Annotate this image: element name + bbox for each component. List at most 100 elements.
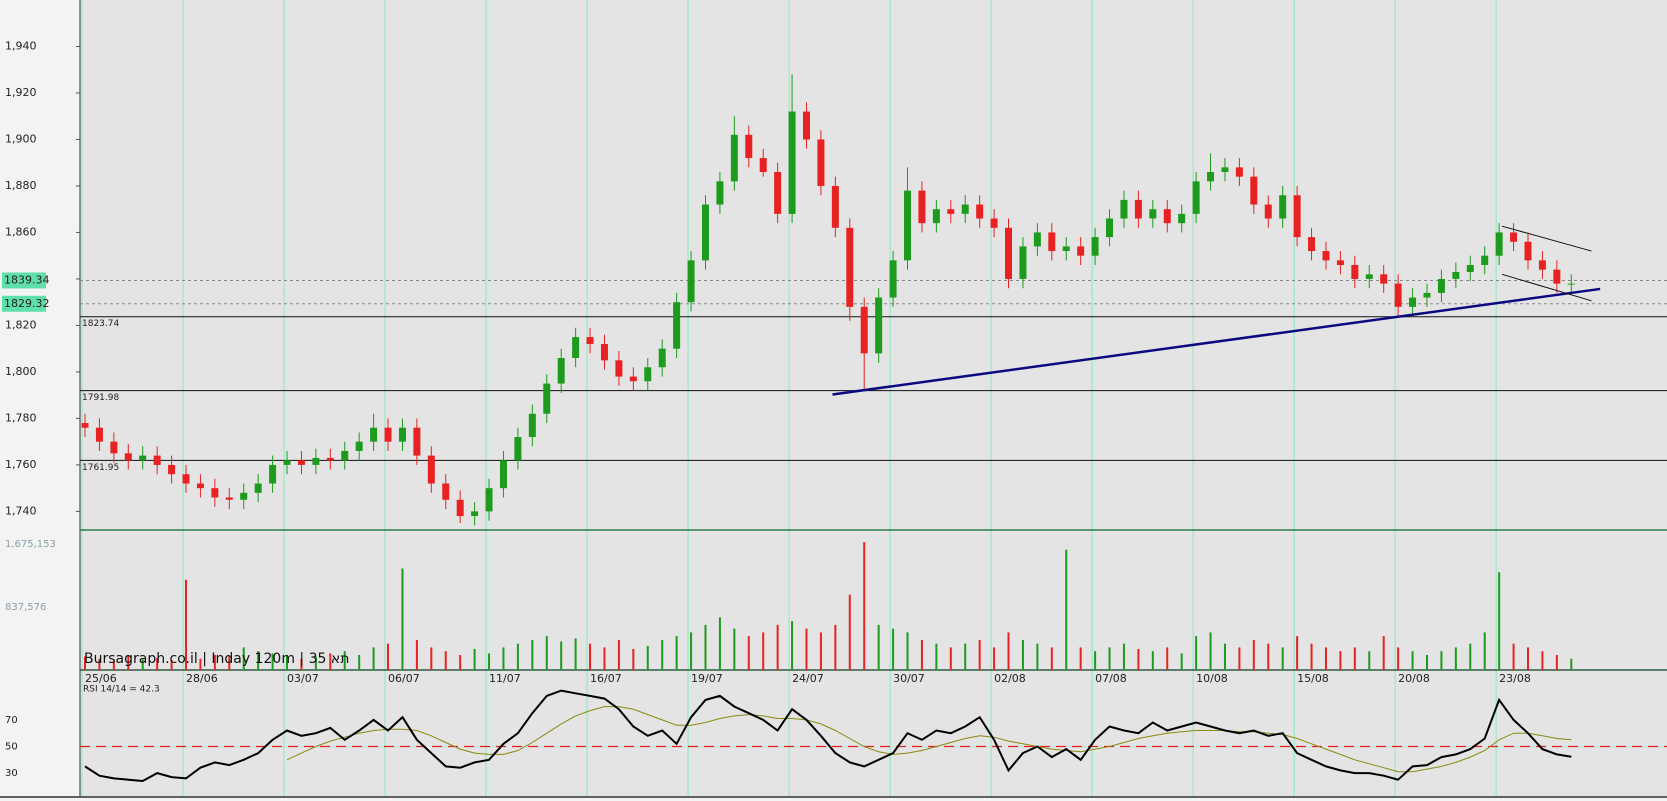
- volume-bar: [906, 632, 909, 670]
- volume-bar: [156, 657, 159, 670]
- price-marker-label: 1829.32: [4, 297, 50, 310]
- candle-body: [485, 488, 493, 512]
- candle-body: [1322, 251, 1330, 261]
- volume-bar: [718, 617, 721, 670]
- volume-bar: [834, 624, 837, 670]
- volume-bar: [286, 654, 289, 670]
- candle-body: [860, 306, 868, 354]
- volume-bar: [199, 658, 202, 670]
- candle-body: [355, 441, 363, 451]
- candle-body: [1394, 283, 1402, 307]
- volume-bar: [1065, 549, 1068, 670]
- candle-body: [1437, 278, 1445, 293]
- volume-bar: [127, 654, 130, 670]
- candle-body: [687, 260, 695, 303]
- volume-bar: [704, 624, 707, 670]
- candle-body: [1149, 209, 1157, 219]
- candle-body: [168, 464, 176, 475]
- volume-bar: [978, 639, 981, 670]
- candle-body: [384, 427, 392, 442]
- volume-bar: [1079, 647, 1082, 670]
- volume-bar: [1440, 651, 1443, 670]
- candle-body: [269, 464, 277, 484]
- volume-bar: [1223, 643, 1226, 670]
- volume-bar: [1512, 643, 1515, 670]
- volume-bar: [358, 654, 361, 670]
- volume-bar: [343, 651, 346, 670]
- candle-body: [1409, 297, 1417, 307]
- volume-bar: [228, 656, 231, 670]
- candle-body: [153, 455, 161, 465]
- volume-bar: [84, 656, 86, 670]
- volume-bar: [459, 654, 462, 670]
- volume-bar: [675, 636, 678, 670]
- volume-bar: [1469, 643, 1472, 670]
- candle-body: [1264, 204, 1272, 219]
- price-marker-badge: [2, 295, 46, 312]
- y-tick-label: 1,860: [5, 225, 37, 238]
- volume-bar: [661, 639, 664, 670]
- volume-bar: [574, 638, 577, 670]
- volume-bar: [473, 648, 476, 670]
- volume-bar: [1454, 647, 1457, 670]
- volume-bar: [892, 628, 895, 670]
- x-tick-label: 02/08: [994, 672, 1026, 685]
- y-tick-label: 1,820: [5, 318, 37, 331]
- candle-body: [644, 367, 652, 382]
- candle-body: [1106, 218, 1114, 238]
- volume-bar: [848, 594, 851, 670]
- volume-bar: [242, 647, 245, 670]
- candle-body: [1524, 241, 1532, 261]
- rsi-tick-label: 30: [5, 768, 18, 779]
- volume-bar: [141, 659, 144, 670]
- x-tick-label: 11/07: [489, 672, 521, 685]
- volume-bar: [372, 647, 375, 670]
- candle-body: [124, 453, 132, 461]
- candle-body: [1365, 274, 1373, 279]
- volume-bar: [1094, 651, 1097, 670]
- trendline: [1501, 225, 1592, 252]
- candle-body: [1019, 246, 1027, 279]
- volume-bar: [1353, 647, 1356, 670]
- candle-body: [961, 204, 969, 214]
- rsi-tick-label: 70: [5, 715, 18, 726]
- volume-bar: [1007, 632, 1010, 670]
- volume-bar: [1195, 636, 1198, 670]
- candle-body: [95, 427, 103, 442]
- candle-body: [225, 497, 233, 500]
- candle-body: [759, 158, 767, 173]
- candle-body: [1380, 274, 1388, 284]
- volume-bar: [632, 648, 635, 670]
- candle-body: [1077, 246, 1085, 256]
- volume-bar: [1122, 643, 1125, 670]
- candle-body: [341, 450, 349, 461]
- volume-bar: [993, 647, 996, 670]
- candle-body: [1091, 237, 1099, 256]
- candle-body: [297, 460, 305, 465]
- x-tick-label: 10/08: [1196, 672, 1228, 685]
- candle-body: [875, 297, 883, 354]
- price-marker-label: 1839.34: [4, 273, 50, 286]
- candle-body: [499, 460, 507, 489]
- rsi-line: [84, 689, 1572, 783]
- volume-bar: [1238, 647, 1241, 670]
- trendline: [832, 287, 1601, 396]
- volume-bar: [415, 639, 418, 670]
- candle-body: [1510, 232, 1518, 242]
- volume-bar: [1324, 647, 1327, 670]
- volume-bar: [531, 639, 534, 670]
- candle-body: [1062, 246, 1070, 252]
- candle-body: [600, 344, 608, 361]
- volume-bar: [819, 632, 822, 670]
- volume-tick-label: 837,576: [5, 602, 46, 613]
- volume-bar: [1541, 651, 1544, 670]
- chart-caption: Bursagraph.co.il | Inday 120m | תא 35: [84, 651, 349, 667]
- volume-bar: [314, 656, 317, 670]
- candle-body: [254, 483, 262, 493]
- candle-body: [543, 383, 551, 414]
- candle-body: [1235, 167, 1243, 177]
- volume-bar: [271, 653, 274, 670]
- volume-bar: [329, 653, 332, 670]
- volume-bar: [935, 643, 938, 670]
- x-tick-label: 15/08: [1297, 672, 1329, 685]
